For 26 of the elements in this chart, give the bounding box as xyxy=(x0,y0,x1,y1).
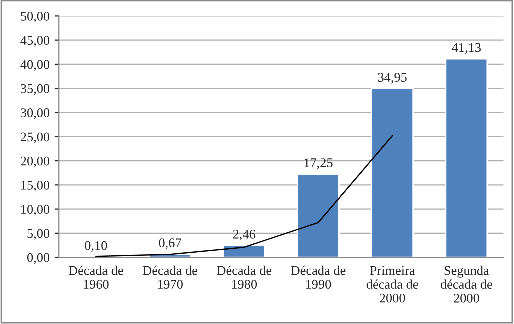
y-tick-label: 35,00 xyxy=(21,84,50,96)
y-tick-label: 10,00 xyxy=(22,205,50,216)
data-label: 41,13 xyxy=(452,43,481,54)
x-tick-label: Década de 1960 xyxy=(68,266,124,289)
y-tick-label: 0,00 xyxy=(27,253,50,264)
y-tick-label: 5,00 xyxy=(28,229,50,240)
x-tick-label: Primeira década de 2000 xyxy=(366,266,418,303)
y-tick-label: 25,00 xyxy=(20,132,50,144)
data-label: 0,10 xyxy=(85,241,108,252)
data-label: 17,25 xyxy=(304,158,333,170)
bar xyxy=(371,88,414,258)
bar xyxy=(445,58,488,258)
y-tick-label: 45,00 xyxy=(20,36,50,47)
y-tick-label: 50,00 xyxy=(21,12,50,23)
data-label: 0,67 xyxy=(159,238,182,250)
x-tick-label: Década de 1970 xyxy=(142,266,198,289)
bar xyxy=(297,174,340,258)
y-tick-label: 40,00 xyxy=(20,60,50,72)
data-label: 2,46 xyxy=(233,230,256,241)
y-tick-label: 30,00 xyxy=(21,108,50,120)
data-label: 34,95 xyxy=(378,73,407,84)
x-tick-label: Década de 1990 xyxy=(291,266,346,289)
y-tick-label: 20,00 xyxy=(20,156,50,168)
y-tick-label: 15,00 xyxy=(22,180,50,192)
x-tick-label: Segunda década de 2000 xyxy=(440,266,492,303)
x-tick-label: Década de 1980 xyxy=(217,266,272,289)
